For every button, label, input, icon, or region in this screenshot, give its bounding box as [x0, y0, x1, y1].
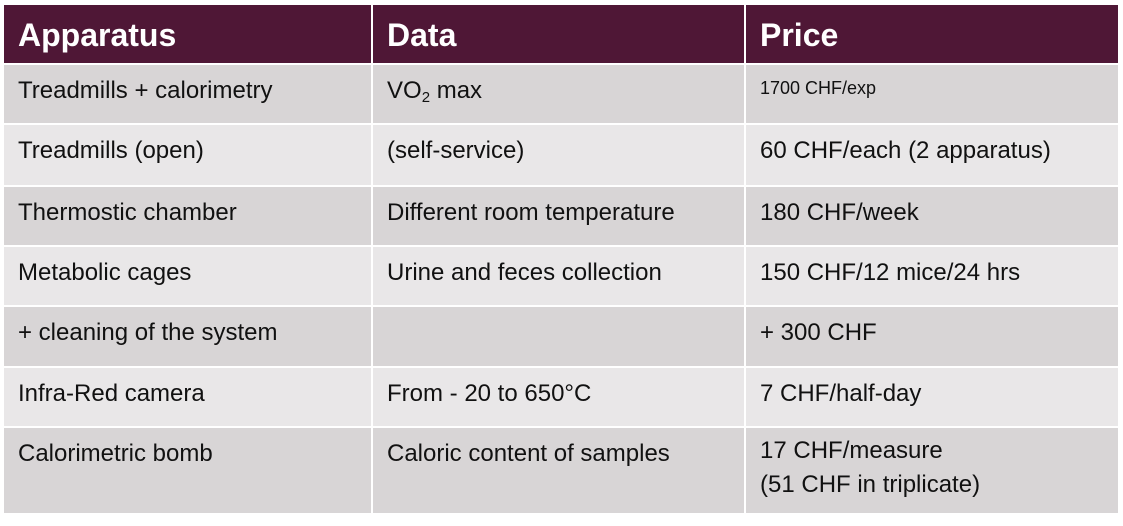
table-cell: + cleaning of the system — [4, 307, 373, 368]
cell-line: (51 CHF in triplicate) — [760, 471, 981, 498]
table-cell: Different room temperature — [373, 187, 746, 247]
header-cell: Price — [746, 5, 1118, 65]
cell-text: max — [430, 77, 483, 104]
table-cell: + 300 CHF — [746, 307, 1118, 368]
table-cell: 1700 CHF/exp — [746, 65, 1118, 125]
table-cell: Treadmills (open) — [4, 125, 373, 187]
table-cell: Caloric content of samples — [373, 428, 746, 515]
table-cell: 7 CHF/half-day — [746, 368, 1118, 428]
table-cell: Treadmills + calorimetry — [4, 65, 373, 125]
table-cell: Metabolic cages — [4, 247, 373, 307]
empty-cell — [373, 307, 746, 368]
cell-line: 17 CHF/measure — [760, 437, 943, 464]
subscript: 2 — [421, 89, 431, 106]
table-cell: Infra-Red camera — [4, 368, 373, 428]
table-cell: Thermostic chamber — [4, 187, 373, 247]
table-cell: Calorimetric bomb — [4, 428, 373, 515]
table-cell: Urine and feces collection — [373, 247, 746, 307]
table-cell: VO2 max — [373, 65, 746, 125]
table-cell: (self-service) — [373, 125, 746, 187]
table-cell: 150 CHF/12 mice/24 hrs — [746, 247, 1118, 307]
header-cell: Data — [373, 5, 746, 65]
table-cell: 17 CHF/measure (51 CHF in triplicate) — [746, 428, 1118, 515]
header-cell: Apparatus — [4, 5, 373, 65]
table-cell: 60 CHF/each (2 apparatus) — [746, 125, 1118, 187]
cell-text: VO — [387, 77, 422, 104]
table-cell: From - 20 to 650°C — [373, 368, 746, 428]
table-cell: 180 CHF/week — [746, 187, 1118, 247]
price-table: Apparatus Data Price Treadmills + calorimet… — [4, 5, 1118, 515]
